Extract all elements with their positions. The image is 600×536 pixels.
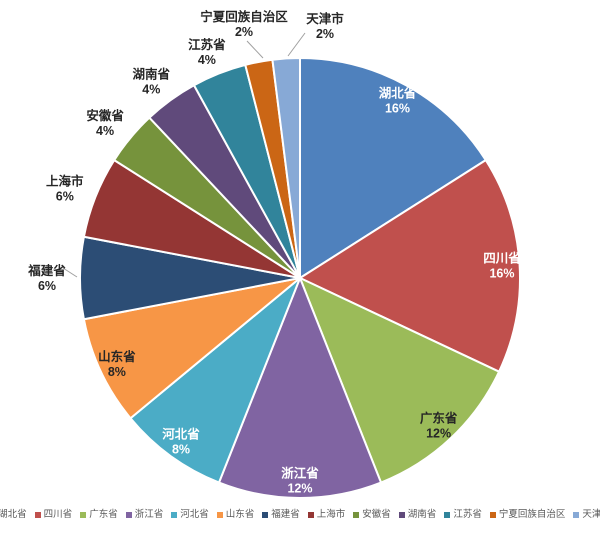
legend-item-四川省[interactable]: 四川省 (34, 509, 73, 521)
legend-swatch-icon (171, 512, 178, 518)
legend-swatch-icon (353, 512, 360, 518)
leader-line-福建省 (62, 267, 78, 278)
slice-label-广东省: 广东省 12% (420, 411, 458, 441)
slice-label-福建省: 福建省 6% (27, 263, 66, 293)
slice-label-宁夏回族自治区: 宁夏回族自治区 2% (200, 9, 288, 39)
pie-slice-浙江省[interactable] (218, 277, 382, 499)
legend-item-label: 浙江省 (134, 509, 164, 520)
legend-item-河北省[interactable]: 河北省 (171, 509, 209, 521)
legend-item-label: 宁夏回族自治区 (498, 509, 566, 520)
legend-item-上海市[interactable]: 上海市 (307, 509, 346, 521)
legend-item-山东省[interactable]: 山东省 (216, 509, 255, 521)
pie-slice-天津市[interactable] (271, 56, 301, 279)
legend-swatch-icon (216, 512, 223, 518)
slice-label-四川省: 四川省 16% (483, 250, 521, 280)
legend-item-label: 湖北省 (0, 509, 27, 520)
legend-item-label: 江苏省 (453, 509, 482, 520)
legend-swatch-icon (573, 512, 580, 518)
slice-label-湖南省: 湖南省 4% (133, 66, 171, 96)
legend-swatch-icon (125, 512, 132, 518)
slice-label-山东省: 山东省 8% (98, 349, 136, 379)
legend-swatch-icon (80, 512, 87, 518)
legend-item-label: 上海市 (316, 509, 346, 520)
chart-legend: 湖北省 四川省 广东省 浙江省 河北省 山东省 福建省 上海市 安徽省 湖南省 江苏省 宁夏回族自治区… (0, 509, 600, 521)
legend-item-天津市[interactable]: 天津市 (573, 509, 600, 521)
slice-label-河北省: 河北省 8% (162, 427, 200, 457)
pie-slice-广东省[interactable] (299, 277, 501, 484)
legend-item-湖南省[interactable]: 湖南省 (398, 509, 437, 521)
leader-line-宁夏回族自治区 (246, 40, 264, 59)
legend-item-浙江省[interactable]: 浙江省 (125, 509, 164, 521)
leader-line-天津市 (287, 32, 306, 57)
pie-slice-四川省[interactable] (299, 159, 521, 373)
legend-item-宁夏回族自治区[interactable]: 宁夏回族自治区 (489, 509, 566, 521)
slice-label-浙江省: 浙江省 12% (281, 465, 319, 495)
legend-item-label: 河北省 (180, 509, 209, 520)
legend-swatch-icon (307, 512, 314, 518)
legend-item-安徽省[interactable]: 安徽省 (353, 509, 391, 521)
legend-swatch-icon (444, 512, 451, 518)
legend-swatch-icon (262, 512, 269, 518)
legend-item-福建省[interactable]: 福建省 (262, 509, 300, 521)
legend-item-江苏省[interactable]: 江苏省 (444, 509, 482, 521)
slice-label-天津市: 天津市 2% (306, 11, 344, 41)
legend-item-label: 安徽省 (362, 509, 391, 520)
slice-label-湖北省: 湖北省 16% (379, 86, 417, 116)
legend-item-label: 广东省 (89, 509, 118, 520)
legend-item-label: 福建省 (271, 509, 300, 520)
legend-item-label: 湖南省 (407, 509, 437, 520)
slice-label-安徽省: 安徽省 4% (86, 108, 124, 138)
legend-item-湖北省[interactable]: 湖北省 (0, 509, 27, 521)
legend-item-label: 四川省 (43, 509, 73, 520)
legend-item-label: 山东省 (225, 509, 255, 520)
legend-swatch-icon (489, 512, 496, 518)
legend-swatch-icon (34, 512, 41, 518)
slice-label-上海市: 上海市 6% (46, 174, 84, 204)
pie-slice-河北省[interactable] (129, 277, 301, 484)
pie-slice-湖北省[interactable] (299, 57, 487, 279)
slice-label-江苏省: 江苏省 4% (188, 37, 226, 67)
legend-swatch-icon (398, 512, 405, 518)
legend-item-label: 天津市 (582, 509, 600, 520)
pie-slice-山东省[interactable] (82, 277, 301, 420)
legend-item-广东省[interactable]: 广东省 (80, 509, 118, 521)
